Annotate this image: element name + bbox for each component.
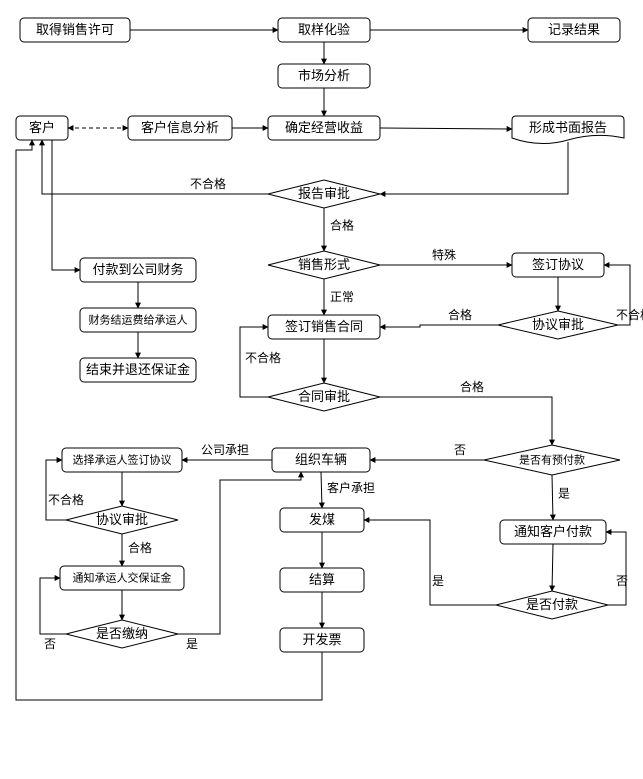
e-n18-n27: [552, 475, 553, 520]
edge-label: 合格: [128, 540, 152, 555]
flowchart-canvas: 取得销售许可 取样化验 记录结果市场分析客户 客户信息分析 确定经营收益 形成书面报告报告…: [0, 0, 643, 779]
e-n26-n5: [16, 140, 322, 700]
node-label-n5: 客户: [29, 120, 55, 135]
e-n27-n28: [552, 544, 553, 591]
node-label-n22: 通知承运人交保证金: [73, 571, 172, 585]
edge-label: 是: [432, 574, 444, 588]
edge-label: 不合格: [616, 307, 643, 322]
node-label-n24: 发煤: [309, 512, 335, 527]
node-label-n4: 市场分析: [298, 68, 350, 83]
e-n8-n9: [380, 142, 568, 194]
edge-label: 否: [616, 574, 628, 588]
e-n7-n8: [380, 128, 512, 129]
edge-label: 否: [454, 443, 466, 457]
node-label-n12: 结束并退还保证金: [86, 362, 190, 377]
node-label-n18: 是否有预付款: [519, 453, 585, 467]
edge-label: 不合格: [245, 350, 281, 365]
node-label-n13: 销售形式: [298, 257, 350, 272]
node-label-n16: 协议审批: [532, 317, 584, 332]
node-label-n17: 合同审批: [298, 389, 350, 404]
node-label-n3: 记录结果: [548, 22, 600, 37]
node-label-n7: 确定经营收益: [285, 120, 363, 135]
e-n16-n15: [380, 325, 498, 327]
node-label-n9: 报告审批: [298, 186, 350, 201]
edge-label: 正常: [330, 290, 354, 304]
node-label-n8: 形成书面报告: [529, 120, 607, 135]
edge-label: 客户承担: [327, 480, 375, 495]
e-n5-n10: [52, 140, 80, 270]
edge-label: 特殊: [432, 247, 456, 262]
node-label-n23: 是否缴纳: [96, 626, 148, 641]
edge-label: 不合格: [190, 176, 226, 191]
node-label-n10: 付款到公司财务: [92, 262, 183, 277]
node-label-n25: 结算: [309, 572, 335, 587]
node-label-n20: 选择承运人签订协议: [73, 453, 172, 467]
edge-label: 合格: [448, 307, 472, 322]
e-n9-n5: [42, 140, 268, 194]
node-label-n28: 是否付款: [526, 597, 578, 612]
node-label-n15: 签订销售合同: [285, 319, 363, 334]
edge-label: 不合格: [48, 492, 84, 507]
e-n23-n19: [178, 472, 301, 634]
node-label-n6: 客户信息分析: [141, 120, 219, 135]
node-label-n1: 取得销售许可: [36, 22, 114, 37]
e-n28-n27: [606, 532, 626, 605]
edge-label: 否: [44, 637, 56, 651]
edge-label: 是: [558, 487, 570, 501]
node-label-n11: 财务结运费给承运人: [89, 313, 188, 327]
edge-label: 合格: [330, 218, 354, 233]
edge-label: 公司承担: [201, 443, 249, 457]
edge-label: 合格: [460, 379, 484, 394]
node-label-n2: 取样化验: [298, 22, 350, 37]
node-label-n27: 通知客户付款: [514, 524, 592, 539]
e-n19-n24: [321, 472, 322, 508]
e-n17-n18: [380, 397, 552, 445]
node-label-n19: 组织车辆: [295, 452, 347, 467]
node-label-n26: 开发票: [302, 632, 341, 647]
edge-label: 是: [186, 637, 198, 651]
node-label-n21: 协议审批: [96, 512, 148, 527]
e-n28-n24: [364, 520, 496, 605]
node-label-n14: 签订协议: [532, 257, 584, 272]
